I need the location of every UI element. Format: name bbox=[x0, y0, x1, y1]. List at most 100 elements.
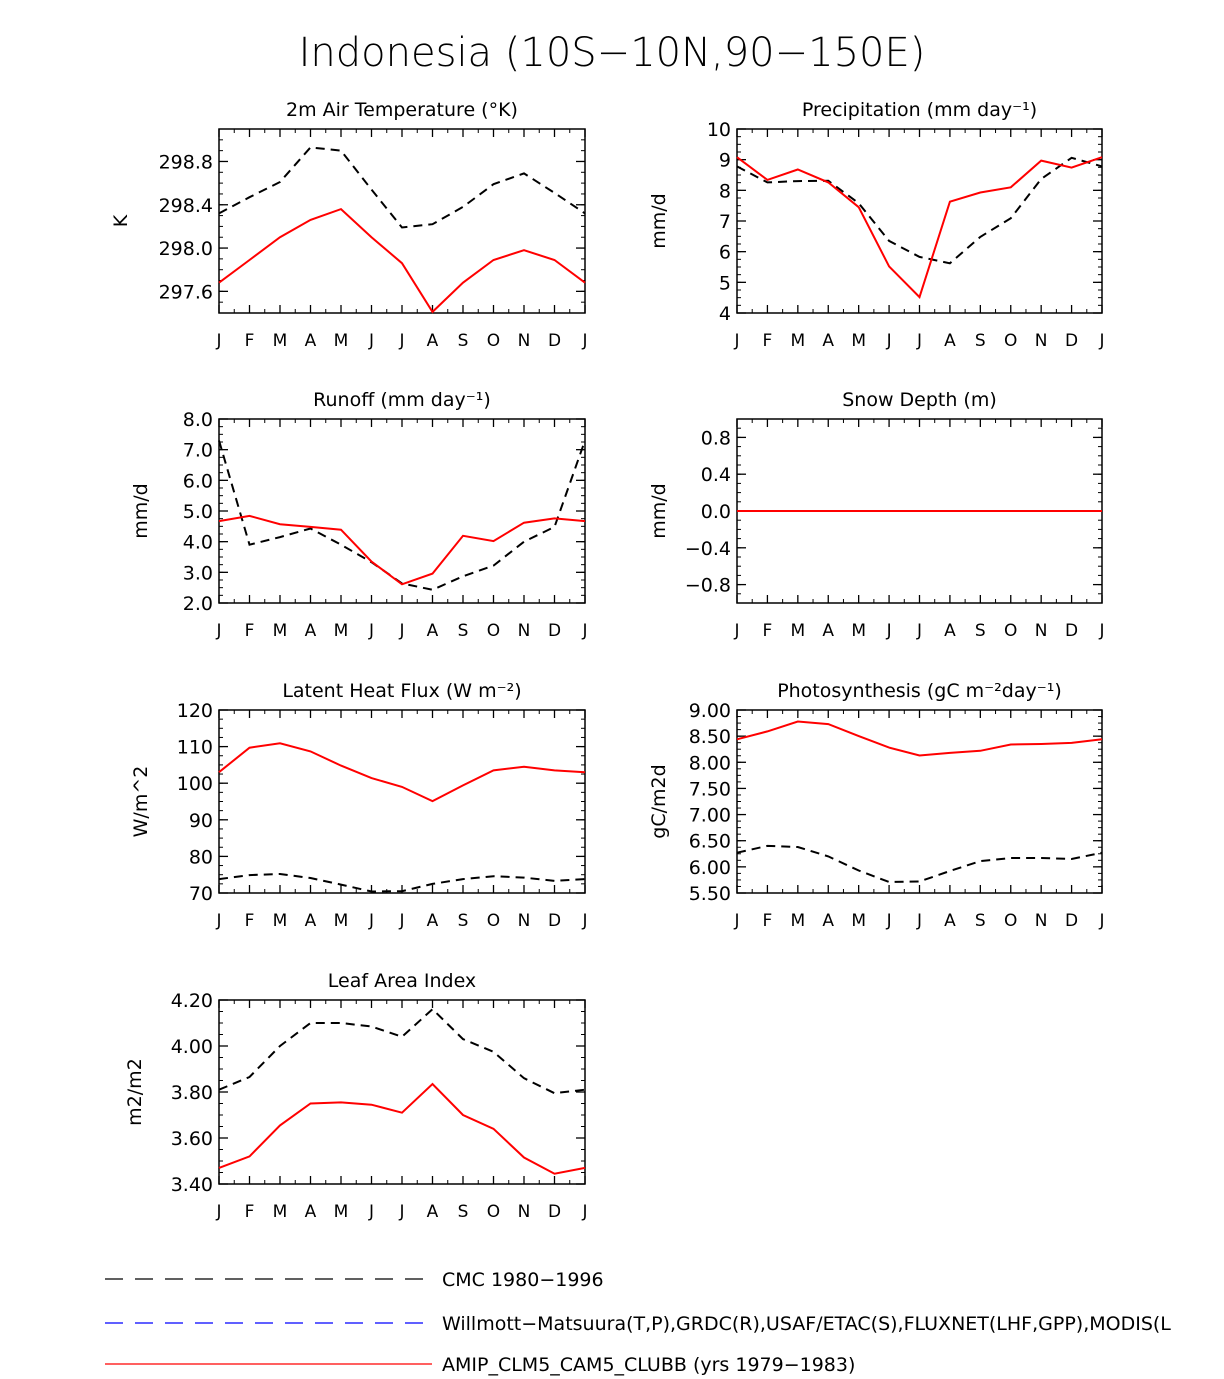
plot-frame bbox=[736, 709, 1103, 894]
y-tick-label: 297.6 bbox=[159, 281, 213, 303]
x-tick-label: S bbox=[458, 1202, 469, 1222]
x-tick-label: S bbox=[975, 331, 986, 351]
x-tick-label: D bbox=[1065, 911, 1078, 931]
y-tick-label: 5.50 bbox=[689, 883, 731, 905]
x-tick-label: A bbox=[427, 621, 439, 641]
x-tick-label: J bbox=[215, 1202, 221, 1222]
y-tick-label: 4.00 bbox=[171, 1036, 213, 1058]
figure-title: Indonesia (10S−10N,90−150E) bbox=[299, 30, 926, 76]
y-axis-label: m2/m2 bbox=[124, 1058, 146, 1126]
x-tick-label: A bbox=[305, 1202, 317, 1222]
plot-frame bbox=[218, 418, 586, 604]
x-tick-label: N bbox=[518, 911, 531, 931]
y-tick-label: 298.8 bbox=[159, 151, 213, 173]
x-tick-label: F bbox=[763, 911, 773, 931]
x-tick-label: A bbox=[427, 1202, 439, 1222]
x-tick-label: J bbox=[733, 911, 739, 931]
x-tick-label: F bbox=[245, 911, 255, 931]
series-model-line bbox=[736, 720, 1103, 757]
panel-gpp: J F M A M J J A S O N D J5.506.006.507.007.508.008.5… bbox=[648, 680, 1105, 931]
y-tick-label: 9.00 bbox=[689, 700, 731, 722]
x-tick-label: S bbox=[975, 621, 986, 641]
y-tick-label: 9 bbox=[719, 150, 731, 172]
x-tick-label: A bbox=[427, 911, 439, 931]
x-tick-label: N bbox=[518, 1202, 531, 1222]
x-tick-label: J bbox=[215, 621, 221, 641]
x-tick-label: S bbox=[975, 911, 986, 931]
x-tick-label: D bbox=[548, 331, 561, 351]
x-tick-label: M bbox=[334, 911, 349, 931]
x-tick-label: J bbox=[368, 331, 374, 351]
legend-label-cmc: CMC 1980−1996 bbox=[442, 1269, 604, 1291]
x-tick-label: D bbox=[1065, 621, 1078, 641]
x-tick-label: F bbox=[763, 331, 773, 351]
x-tick-label: D bbox=[1065, 331, 1078, 351]
x-tick-label: F bbox=[763, 621, 773, 641]
x-tick-label: D bbox=[548, 621, 561, 641]
x-tick-label: D bbox=[548, 1202, 561, 1222]
x-tick-label: N bbox=[1035, 621, 1048, 641]
y-tick-label: 120 bbox=[177, 700, 213, 722]
x-tick-label: A bbox=[427, 331, 439, 351]
y-tick-label: 298.4 bbox=[159, 195, 213, 217]
x-tick-label: D bbox=[548, 911, 561, 931]
x-tick-label: J bbox=[368, 911, 374, 931]
x-tick-label: M bbox=[790, 621, 805, 641]
x-tick-label: J bbox=[581, 1202, 587, 1222]
plot-frame bbox=[218, 128, 586, 314]
y-tick-label: 0.8 bbox=[701, 427, 731, 449]
x-tick-label: M bbox=[334, 331, 349, 351]
y-tick-label: 6.50 bbox=[689, 831, 731, 853]
panel-lhf: J F M A M J J A S O N D J708090100110120W/m^2Latent … bbox=[130, 680, 588, 931]
x-tick-label: N bbox=[1035, 331, 1048, 351]
y-tick-label: 5.0 bbox=[183, 501, 213, 523]
x-tick-label: J bbox=[215, 911, 221, 931]
series-cmc-line bbox=[736, 844, 1103, 884]
x-tick-label: O bbox=[1004, 331, 1017, 351]
series-cmc-line bbox=[218, 146, 586, 229]
panel-title: Runoff (mm day⁻¹) bbox=[313, 389, 491, 411]
x-tick-label: J bbox=[398, 621, 404, 641]
x-tick-label: O bbox=[487, 911, 500, 931]
panel-lai: J F M A M J J A S O N D J3.403.603.804.004.20m2/m2Le… bbox=[124, 970, 588, 1222]
x-tick-label: M bbox=[851, 331, 866, 351]
x-tick-label: F bbox=[245, 1202, 255, 1222]
x-tick-label: O bbox=[1004, 911, 1017, 931]
y-tick-label: 0.0 bbox=[701, 501, 731, 523]
y-tick-label: 8 bbox=[719, 180, 731, 202]
x-tick-label: J bbox=[916, 331, 922, 351]
x-tick-label: A bbox=[305, 911, 317, 931]
x-tick-label: M bbox=[273, 331, 288, 351]
y-tick-label: 3.40 bbox=[171, 1174, 213, 1196]
y-tick-label: 10 bbox=[707, 119, 731, 141]
x-tick-label: N bbox=[1035, 911, 1048, 931]
x-tick-label: J bbox=[368, 1202, 374, 1222]
y-axis-label: gC/m2d bbox=[648, 764, 670, 838]
plot-frame bbox=[218, 999, 586, 1185]
panel-title: 2m Air Temperature (°K) bbox=[286, 99, 518, 121]
series-model-line bbox=[218, 207, 586, 314]
y-tick-label: 7.50 bbox=[689, 778, 731, 800]
panel-title: Leaf Area Index bbox=[328, 970, 476, 992]
x-tick-label: J bbox=[1098, 911, 1104, 931]
series-model-line bbox=[218, 514, 586, 586]
series-model-line bbox=[218, 742, 586, 803]
x-tick-label: A bbox=[822, 911, 834, 931]
x-tick-label: N bbox=[518, 621, 531, 641]
y-tick-label: 7.0 bbox=[183, 440, 213, 462]
series-cmc-line bbox=[218, 872, 586, 893]
legend: CMC 1980−1996 Willmott−Matsuura(T,P),GRD… bbox=[105, 1269, 1171, 1376]
x-tick-label: J bbox=[398, 331, 404, 351]
x-tick-label: J bbox=[916, 911, 922, 931]
x-tick-label: J bbox=[215, 331, 221, 351]
series-cmc-line bbox=[218, 440, 586, 591]
panel-title: Snow Depth (m) bbox=[842, 389, 997, 411]
panel-runoff: J F M A M J J A S O N D J2.03.04.05.06.07.08.0mm/dRu… bbox=[130, 389, 588, 641]
legend-label-model: AMIP_CLM5_CAM5_CLUBB (yrs 1979−1983) bbox=[442, 1354, 855, 1376]
x-tick-label: O bbox=[487, 1202, 500, 1222]
x-tick-label: J bbox=[581, 621, 587, 641]
y-tick-label: 6 bbox=[719, 242, 731, 264]
x-tick-label: O bbox=[1004, 621, 1017, 641]
